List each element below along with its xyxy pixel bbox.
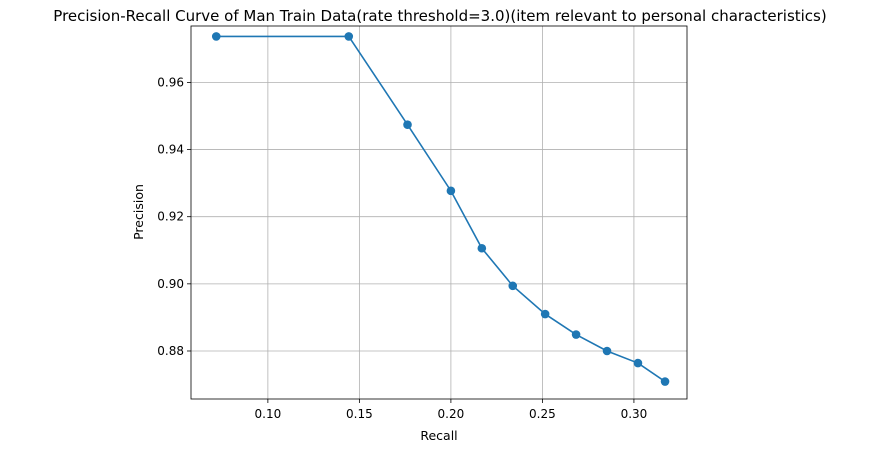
plot-frame [190,25,688,400]
data-point [403,120,412,130]
data-point [571,330,581,339]
series-line [216,35,666,383]
y-axis-label: Precision [131,184,146,240]
x-tick-label: 0.15 [346,407,373,421]
grid-lines [191,26,687,399]
data-point [540,309,550,319]
data-point [508,281,518,291]
y-tick-label: 0.96 [157,75,184,89]
axis-ticks: 0.10 0.15 0.20 0.25 0.30 0.88 0.90 0.92 0.94 0.96 [157,75,647,421]
x-tick-label: 0.10 [255,407,282,421]
data-point [446,186,456,196]
x-tick-label: 0.30 [621,407,648,421]
data-point [477,243,487,253]
y-tick-label: 0.88 [157,344,184,358]
data-point [602,346,612,356]
y-tick-label: 0.90 [157,277,184,291]
x-tick-label: 0.25 [529,407,556,421]
y-tick-label: 0.94 [157,143,184,157]
x-axis-label: Recall [420,428,457,443]
data-point [211,32,221,41]
y-tick-label: 0.92 [157,210,184,224]
data-point [633,358,643,368]
x-tick-label: 0.20 [438,407,465,421]
data-point [344,32,354,41]
data-point [660,377,670,386]
data-series [211,32,670,386]
chart-title: Precision-Recall Curve of Man Train Data… [53,7,826,25]
